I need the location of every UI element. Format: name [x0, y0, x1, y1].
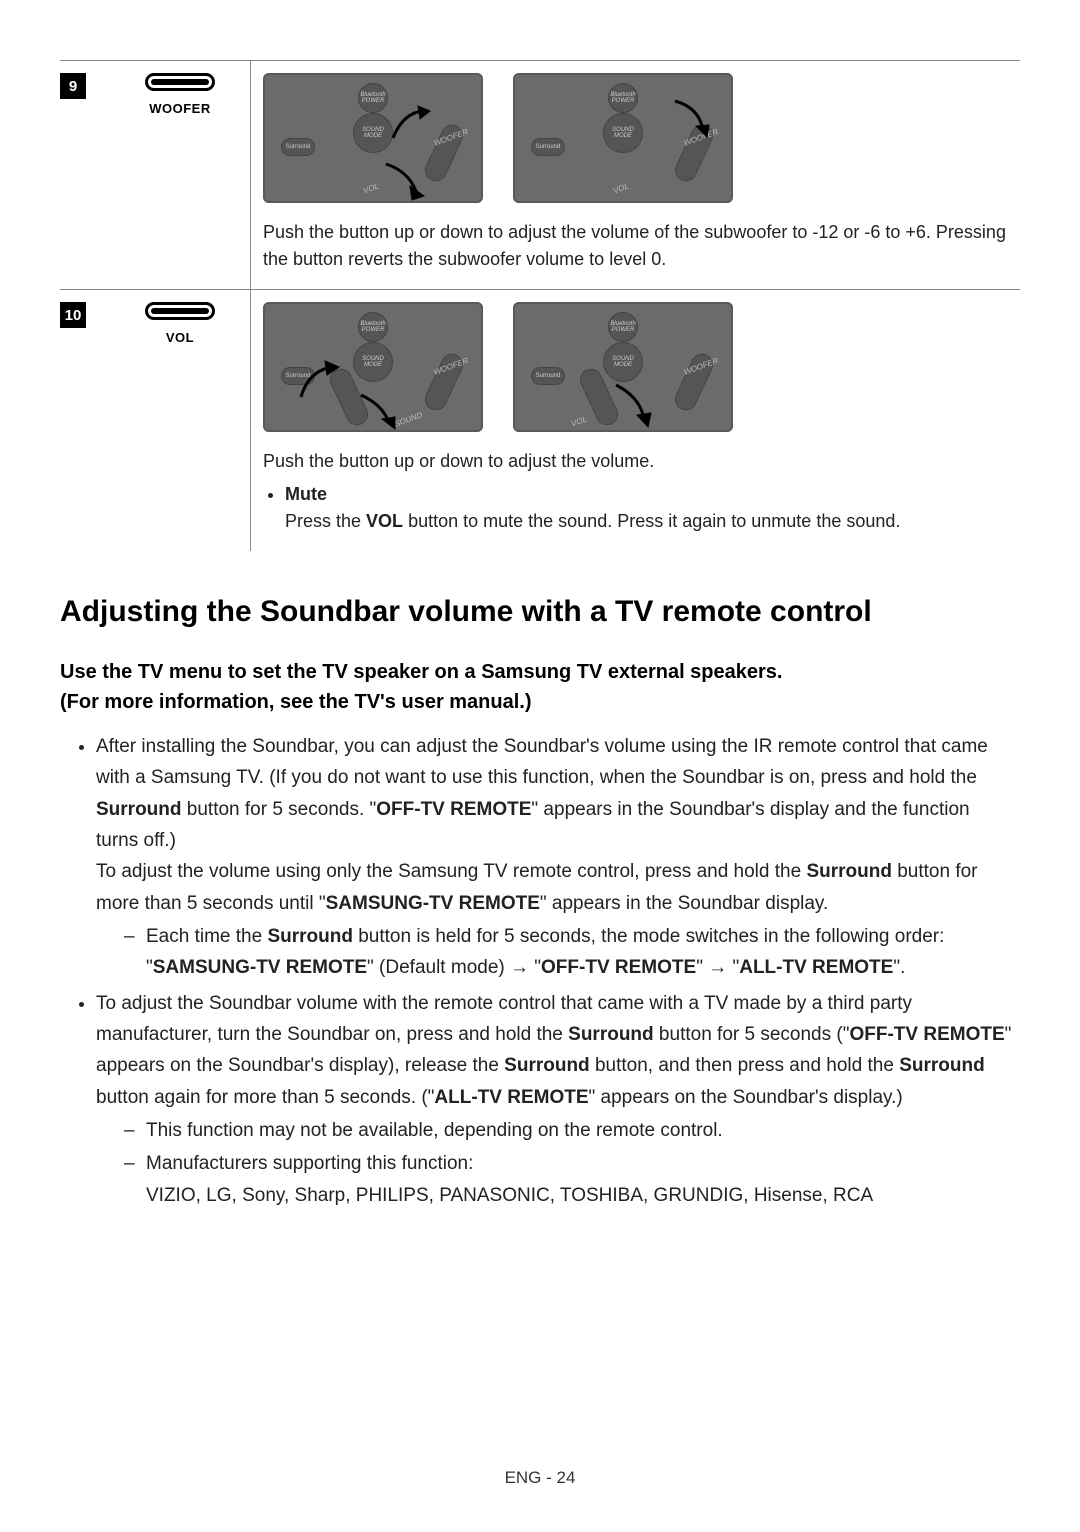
text: ".: [893, 957, 905, 978]
bt-power-icon: Bluetooth POWER: [358, 83, 388, 113]
text: button for 5 seconds. ": [182, 799, 377, 820]
woofer-description: Push the button up or down to adjust the…: [263, 219, 1012, 273]
list-item: To adjust the Soundbar volume with the r…: [96, 988, 1020, 1211]
step-number-badge: 9: [60, 73, 86, 99]
text-bold: Surround: [899, 1055, 985, 1076]
arrow-down-icon: [608, 377, 663, 432]
mute-item: Mute Press the VOL button to mute the so…: [285, 481, 1012, 535]
remote-illustrations: Bluetooth POWER Surround SOUND MODE WOOF…: [263, 73, 1012, 203]
dash-item: Each time the Surround button is held fo…: [124, 921, 1014, 984]
text: " (Default mode) → ": [367, 957, 541, 978]
remote-diagram-down: Bluetooth POWER Surround SOUND MODE WOOF…: [513, 73, 733, 203]
text: " appears in the Soundbar display.: [540, 893, 828, 914]
surround-icon: Surround: [531, 367, 565, 385]
table-row-10: 10 VOL Bluetooth POWER Surround SOUND MO…: [60, 289, 1020, 551]
surround-icon: Surround: [281, 138, 315, 156]
vol-text-icon: VOL: [570, 415, 588, 429]
dash-list: This function may not be available, depe…: [124, 1115, 1014, 1211]
arrow-up-icon: [293, 357, 348, 407]
text-bold: SAMSUNG-TV REMOTE: [153, 957, 367, 978]
text: " → ": [696, 957, 739, 978]
dash-list: Each time the Surround button is held fo…: [124, 921, 1014, 984]
table-row-9: 9 WOOFER Bluetooth POWER Surround SOUND …: [60, 60, 1020, 289]
text: button, and then press and hold the: [590, 1055, 900, 1076]
text-bold: Surround: [568, 1024, 654, 1045]
vol-desc-line: Push the button up or down to adjust the…: [263, 451, 654, 471]
page-footer: ENG - 24: [0, 1468, 1080, 1488]
sound-mode-icon: SOUND MODE: [603, 113, 643, 153]
list-item: After installing the Soundbar, you can a…: [96, 731, 1020, 984]
text: ": [146, 957, 153, 978]
sound-mode-icon: SOUND MODE: [353, 342, 393, 382]
bt-power-icon: Bluetooth POWER: [608, 312, 638, 342]
text-bold: Surround: [267, 926, 353, 947]
dash-item: This function may not be available, depe…: [124, 1115, 1014, 1146]
subtitle-line1: Use the TV menu to set the TV speaker on…: [60, 661, 782, 683]
mute-post: button to mute the sound. Press it again…: [403, 511, 900, 531]
vol-text-icon: VOL: [612, 182, 630, 196]
section-title: Adjusting the Soundbar volume with a TV …: [60, 595, 1020, 629]
text-bold: OFF-TV REMOTE: [376, 799, 531, 820]
mute-pre: Press the: [285, 511, 366, 531]
desc-col: Bluetooth POWER Surround SOUND MODE WOOF…: [250, 61, 1020, 289]
remote-diagram-down: Bluetooth POWER Surround SOUND MODE WOOF…: [513, 302, 733, 432]
text-bold: Surround: [96, 799, 182, 820]
bt-power-icon: Bluetooth POWER: [358, 312, 388, 342]
section-subtitle: Use the TV menu to set the TV speaker on…: [60, 657, 1020, 717]
rocker-button-icon: [145, 302, 215, 320]
label-col: WOOFER: [110, 61, 250, 289]
remote-illustrations: Bluetooth POWER Surround SOUND MODE WOOF…: [263, 302, 1012, 432]
num-col: 10: [60, 290, 110, 551]
button-label: VOL: [166, 330, 194, 345]
num-col: 9: [60, 61, 110, 289]
text: " appears on the Soundbar's display.): [589, 1087, 903, 1108]
surround-icon: Surround: [531, 138, 565, 156]
arrow-down-icon: [665, 93, 715, 143]
step-number-badge: 10: [60, 302, 86, 328]
text: To adjust the volume using only the Sams…: [96, 861, 806, 882]
sound-mode-icon: SOUND MODE: [353, 113, 393, 153]
arrow-down-icon: [355, 387, 405, 432]
text: After installing the Soundbar, you can a…: [96, 736, 988, 788]
arrow-up-icon: [388, 103, 438, 143]
body-list: After installing the Soundbar, you can a…: [96, 731, 1020, 1211]
rocker-button-icon: [145, 73, 215, 91]
text: button again for more than 5 seconds. (": [96, 1087, 434, 1108]
mute-heading: Mute: [285, 484, 327, 504]
text-bold: OFF-TV REMOTE: [849, 1024, 1004, 1045]
text: button is held for 5 seconds, the mode s…: [353, 926, 944, 947]
text: VIZIO, LG, Sony, Sharp, PHILIPS, PANASON…: [146, 1185, 873, 1206]
text-bold: ALL-TV REMOTE: [739, 957, 893, 978]
text-bold: Surround: [806, 861, 892, 882]
arrow-down-icon: [378, 156, 433, 201]
text: Manufacturers supporting this function:: [146, 1153, 473, 1174]
sound-mode-icon: SOUND MODE: [603, 342, 643, 382]
text-bold: Surround: [504, 1055, 590, 1076]
mute-bold: VOL: [366, 511, 403, 531]
desc-col: Bluetooth POWER Surround SOUND MODE WOOF…: [250, 290, 1020, 551]
text: button for 5 seconds (": [654, 1024, 850, 1045]
text: Each time the: [146, 926, 267, 947]
text-bold: OFF-TV REMOTE: [541, 957, 696, 978]
subtitle-line2: (For more information, see the TV's user…: [60, 691, 532, 713]
remote-diagram-up: Bluetooth POWER Surround SOUND MODE WOOF…: [263, 73, 483, 203]
dash-item: Manufacturers supporting this function: …: [124, 1148, 1014, 1211]
text-bold: SAMSUNG-TV REMOTE: [326, 893, 540, 914]
label-col: VOL: [110, 290, 250, 551]
remote-diagram-up: Bluetooth POWER Surround SOUND MODE WOOF…: [263, 302, 483, 432]
vol-description: Push the button up or down to adjust the…: [263, 448, 1012, 535]
bt-power-icon: Bluetooth POWER: [608, 83, 638, 113]
text-bold: ALL-TV REMOTE: [434, 1087, 588, 1108]
button-label: WOOFER: [149, 101, 211, 116]
